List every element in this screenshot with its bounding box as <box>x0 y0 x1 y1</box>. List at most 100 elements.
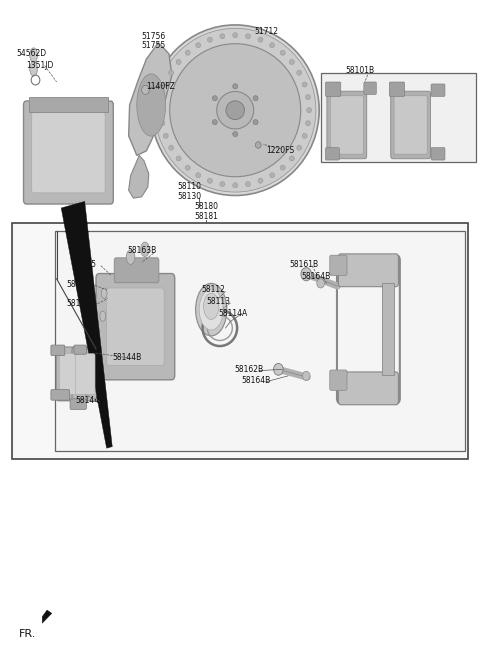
Text: 58162B: 58162B <box>234 365 264 374</box>
Ellipse shape <box>280 165 285 171</box>
Ellipse shape <box>289 156 294 161</box>
FancyBboxPatch shape <box>364 82 376 94</box>
FancyBboxPatch shape <box>330 255 347 276</box>
Polygon shape <box>42 610 52 623</box>
Ellipse shape <box>302 82 307 87</box>
FancyBboxPatch shape <box>389 82 405 96</box>
Text: 58110: 58110 <box>178 182 202 192</box>
FancyBboxPatch shape <box>56 347 83 401</box>
Text: 1220FS: 1220FS <box>266 146 295 155</box>
Ellipse shape <box>155 28 316 192</box>
FancyBboxPatch shape <box>431 148 445 160</box>
Text: 58180: 58180 <box>194 202 218 211</box>
Ellipse shape <box>207 178 213 183</box>
Text: 58144B: 58144B <box>76 396 105 405</box>
FancyBboxPatch shape <box>70 399 86 409</box>
Text: 58125: 58125 <box>72 260 96 269</box>
Ellipse shape <box>204 293 219 319</box>
Ellipse shape <box>258 178 263 183</box>
Text: 1351JD: 1351JD <box>26 61 54 70</box>
FancyBboxPatch shape <box>107 288 164 365</box>
Text: 58314: 58314 <box>66 279 90 289</box>
Bar <box>29 97 108 112</box>
Text: 58113: 58113 <box>206 297 230 306</box>
FancyBboxPatch shape <box>60 354 79 394</box>
Ellipse shape <box>302 371 310 380</box>
Text: 54562D: 54562D <box>17 49 47 58</box>
Ellipse shape <box>163 133 168 138</box>
Ellipse shape <box>212 119 217 125</box>
FancyBboxPatch shape <box>391 91 431 159</box>
Bar <box>55 231 465 451</box>
Ellipse shape <box>307 108 312 113</box>
Text: 1140FZ: 1140FZ <box>146 82 175 91</box>
Ellipse shape <box>305 94 311 100</box>
Text: 58101B: 58101B <box>346 66 375 75</box>
Ellipse shape <box>159 108 164 113</box>
Ellipse shape <box>142 85 149 94</box>
FancyBboxPatch shape <box>394 96 427 154</box>
Polygon shape <box>61 201 112 448</box>
Ellipse shape <box>160 121 165 126</box>
Ellipse shape <box>185 50 190 55</box>
Ellipse shape <box>233 84 238 89</box>
FancyBboxPatch shape <box>431 84 445 96</box>
FancyBboxPatch shape <box>325 82 341 96</box>
FancyBboxPatch shape <box>72 347 98 401</box>
FancyBboxPatch shape <box>32 112 105 193</box>
FancyBboxPatch shape <box>330 96 363 154</box>
Text: 58164B: 58164B <box>301 272 331 281</box>
Ellipse shape <box>141 242 149 256</box>
Ellipse shape <box>253 119 258 125</box>
Ellipse shape <box>168 70 174 75</box>
Ellipse shape <box>302 133 307 138</box>
Ellipse shape <box>255 142 261 148</box>
FancyBboxPatch shape <box>24 101 113 204</box>
Ellipse shape <box>176 156 181 161</box>
Ellipse shape <box>196 283 227 336</box>
Ellipse shape <box>220 33 225 39</box>
Ellipse shape <box>168 145 174 150</box>
FancyBboxPatch shape <box>338 372 398 405</box>
Ellipse shape <box>245 33 251 39</box>
Ellipse shape <box>199 289 223 330</box>
Ellipse shape <box>212 96 217 101</box>
Ellipse shape <box>163 82 168 87</box>
FancyBboxPatch shape <box>325 148 339 160</box>
Ellipse shape <box>258 37 263 42</box>
Text: 51712: 51712 <box>254 27 278 36</box>
Ellipse shape <box>196 43 201 48</box>
Ellipse shape <box>270 173 275 178</box>
Text: 58181: 58181 <box>194 212 218 221</box>
Ellipse shape <box>100 311 106 321</box>
Ellipse shape <box>289 60 294 64</box>
Ellipse shape <box>301 268 312 281</box>
Ellipse shape <box>185 165 190 171</box>
Text: 58114A: 58114A <box>218 309 248 318</box>
Ellipse shape <box>170 44 300 176</box>
FancyBboxPatch shape <box>327 91 367 159</box>
Bar <box>321 73 476 162</box>
Text: 51755: 51755 <box>142 41 166 51</box>
FancyBboxPatch shape <box>51 345 65 356</box>
Ellipse shape <box>274 363 283 375</box>
Text: FR.: FR. <box>19 629 36 640</box>
Bar <box>12 223 468 459</box>
Polygon shape <box>129 155 149 198</box>
Ellipse shape <box>126 250 135 264</box>
Ellipse shape <box>233 33 238 37</box>
FancyBboxPatch shape <box>330 370 347 390</box>
Text: 58130: 58130 <box>178 192 202 201</box>
Ellipse shape <box>151 25 319 195</box>
FancyBboxPatch shape <box>75 354 95 394</box>
Ellipse shape <box>101 288 107 298</box>
Ellipse shape <box>220 182 225 187</box>
Ellipse shape <box>196 173 201 178</box>
Ellipse shape <box>233 131 238 136</box>
Ellipse shape <box>297 70 302 75</box>
Ellipse shape <box>217 91 253 129</box>
Ellipse shape <box>137 74 166 136</box>
FancyBboxPatch shape <box>114 258 159 283</box>
Ellipse shape <box>30 62 37 76</box>
Ellipse shape <box>253 96 258 101</box>
